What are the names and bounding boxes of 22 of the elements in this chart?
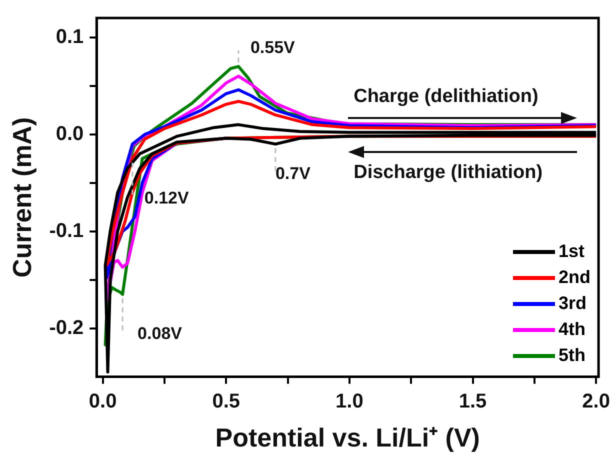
x-axis-title: Potential vs. Li/Li⁺ (V) xyxy=(215,422,480,453)
annotation: 0.08V xyxy=(138,324,183,344)
x-tick-label: 1.0 xyxy=(336,390,364,412)
y-tick-label: 0.0 xyxy=(56,122,84,145)
legend-label: 1st xyxy=(558,241,585,262)
x-tick-label: 0.0 xyxy=(88,390,117,412)
legend-label: 4th xyxy=(558,319,586,340)
legend-label: 3rd xyxy=(558,293,587,314)
annotation: Discharge (lithiation) xyxy=(354,162,543,184)
x-tick-label: 2.0 xyxy=(582,390,610,412)
annotation: 0.7V xyxy=(275,164,312,183)
y-tick-label: -0.2 xyxy=(49,316,84,339)
annotation: 0.12V xyxy=(144,188,190,208)
legend-label: 2nd xyxy=(558,267,591,288)
legend-label: 5th xyxy=(558,345,586,366)
annotation: Charge (delithiation) xyxy=(354,86,538,108)
annotation: 0.55V xyxy=(250,38,296,58)
y-tick-label: 0.1 xyxy=(56,26,84,48)
x-tick-label: 0.5 xyxy=(212,390,240,412)
y-tick-label: -0.1 xyxy=(49,220,84,242)
x-tick-label: 1.5 xyxy=(458,390,487,412)
y-axis-title: Current (mA) xyxy=(6,117,37,278)
